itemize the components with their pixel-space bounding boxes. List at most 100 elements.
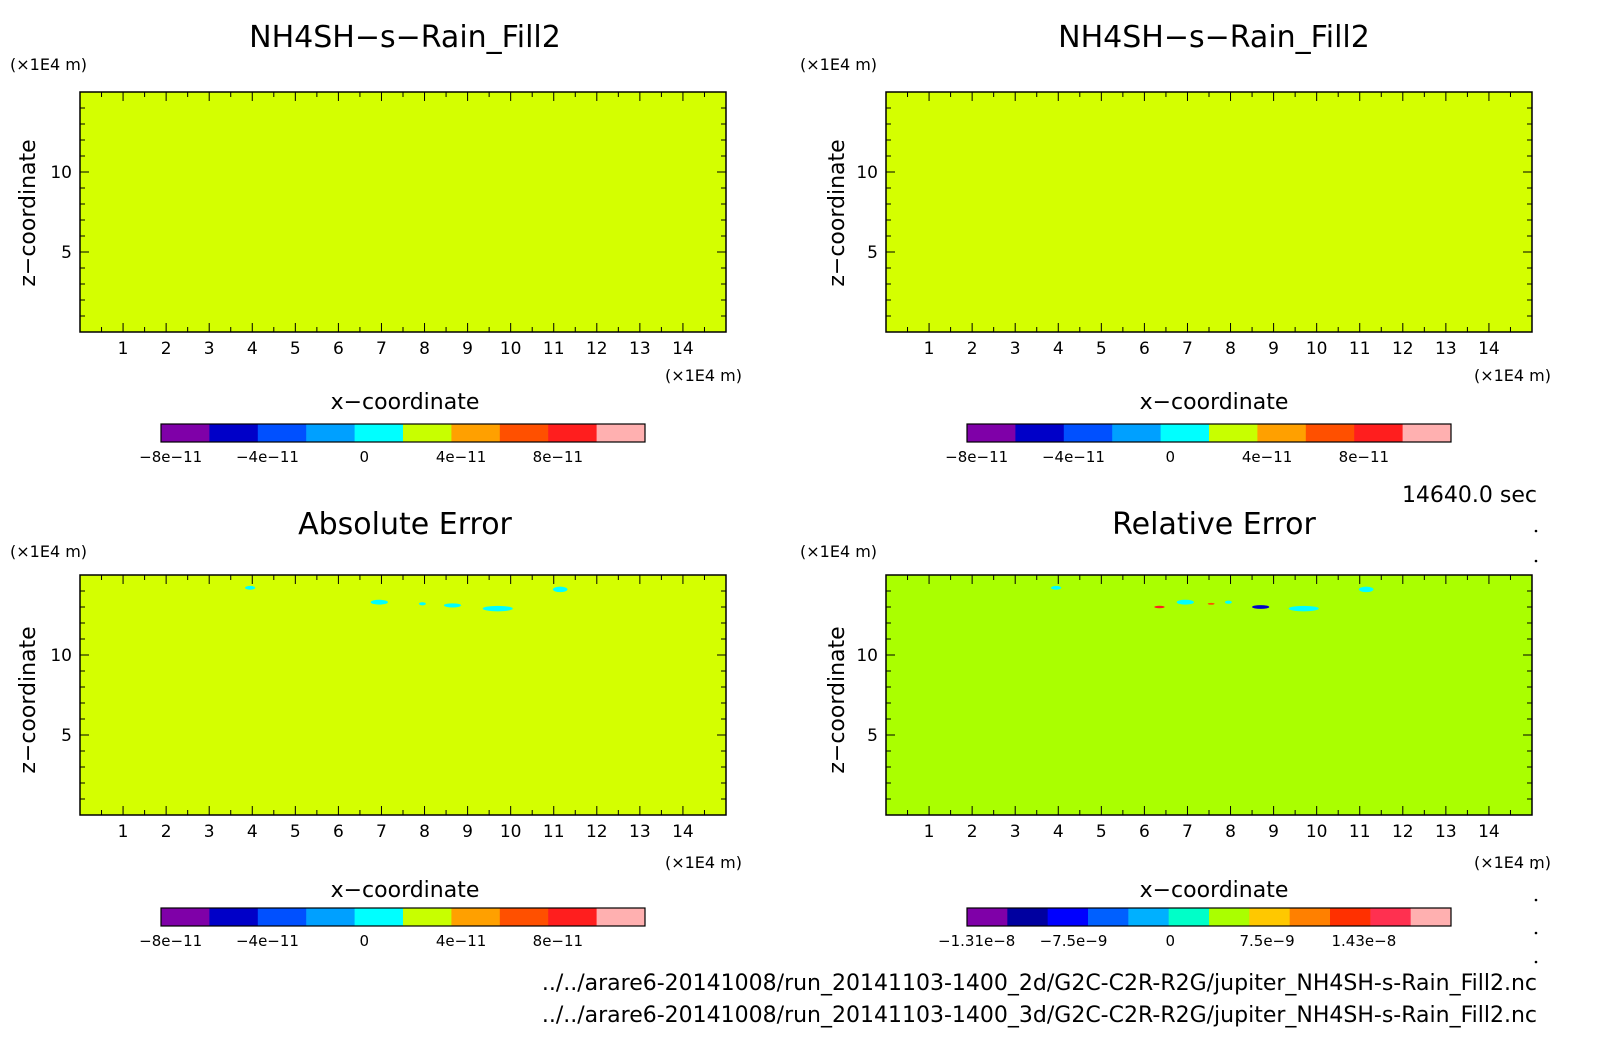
contour-blob (482, 605, 513, 612)
y-unit-label: (×1E4 m) (800, 55, 877, 74)
x-tick-label: 13 (1435, 822, 1457, 842)
z-tick-label: 10 (856, 646, 878, 666)
colorbar-segment (403, 908, 452, 926)
contour-blob (1154, 605, 1165, 609)
colorbar-label: −4e−11 (236, 932, 299, 950)
field-fill (886, 92, 1532, 332)
x-tick-label: 3 (204, 822, 215, 842)
x-tick-label: 2 (161, 822, 172, 842)
x-tick-label: 9 (1268, 822, 1279, 842)
field-fill (80, 92, 726, 332)
edge-dot (1534, 866, 1538, 870)
colorbar-segment (451, 908, 501, 926)
x-tick-label: 8 (419, 339, 430, 359)
x-unit-label: (×1E4 m) (665, 366, 742, 385)
file-path-3d: ../../arare6-20141008/run_20141103-1400_… (542, 1003, 1537, 1028)
x-tick-label: 10 (1306, 339, 1328, 359)
x-axis-label: x−coordinate (331, 390, 480, 415)
colorbar-segment (209, 424, 259, 442)
colorbar-segment (1209, 908, 1250, 926)
y-axis-label: z−coordinate (16, 139, 41, 286)
z-tick-label: 5 (61, 726, 72, 746)
x-axis-label: x−coordinate (331, 878, 480, 903)
contour-blob (244, 585, 256, 590)
x-tick-label: 13 (1435, 339, 1457, 359)
colorbar-segment (1249, 908, 1291, 926)
x-tick-label: 10 (1306, 822, 1328, 842)
colorbar-segment (548, 424, 598, 442)
x-tick-label: 1 (118, 822, 129, 842)
panel-top-left: NH4SH−s−Rain_Fill2 (×1E4 m) 1 2 3 4 5 6 7 8 9 10 1… (10, 20, 742, 466)
colorbar-label: 4e−11 (1242, 448, 1292, 466)
x-tick-label: 7 (1182, 339, 1193, 359)
x-tick-label: 13 (629, 339, 651, 359)
x-tick-label: 2 (161, 339, 172, 359)
colorbar-label: 4e−11 (436, 932, 486, 950)
colorbar-label: 0 (360, 932, 370, 950)
field-fill (80, 575, 726, 815)
colorbar-segment (499, 424, 549, 442)
x-tick-label: 1 (924, 339, 935, 359)
x-tick-label: 9 (462, 822, 473, 842)
colorbar-segment (1112, 424, 1162, 442)
x-tick-label: 1 (118, 339, 129, 359)
colorbar-segment (209, 908, 259, 926)
y-axis-label: z−coordinate (825, 139, 850, 286)
panel-title: Absolute Error (298, 507, 512, 542)
x-tick-label: 11 (543, 822, 565, 842)
panel-title: NH4SH−s−Rain_Fill2 (1058, 20, 1370, 55)
x-tick-label: 7 (376, 822, 387, 842)
edge-dots (1534, 529, 1538, 964)
colorbar-segment (499, 908, 549, 926)
x-tick-label: 12 (1392, 822, 1414, 842)
x-tick-label: 14 (1478, 822, 1500, 842)
x-tick-label: 6 (1139, 822, 1150, 842)
edge-dot (1534, 529, 1538, 533)
colorbar-label: 1.43e−8 (1332, 932, 1397, 950)
x-tick-label: 14 (1478, 339, 1500, 359)
y-unit-label: (×1E4 m) (10, 542, 87, 561)
colorbar-label: −4e−11 (1042, 448, 1105, 466)
colorbar-label: −8e−11 (945, 448, 1008, 466)
x-tick-label: 6 (333, 339, 344, 359)
colorbar-segment (1047, 908, 1089, 926)
colorbar-frame (160, 907, 646, 927)
colorbar-segment (306, 908, 356, 926)
z-tick-label: 10 (50, 646, 72, 666)
colorbar-label: 0 (360, 448, 370, 466)
colorbar-segment (161, 908, 210, 926)
x-tick-label: 5 (290, 822, 301, 842)
colorbar-frame (966, 907, 1452, 927)
y-unit-label: (×1E4 m) (10, 55, 87, 74)
colorbar-segment (1330, 908, 1371, 926)
panel-title: NH4SH−s−Rain_Fill2 (249, 20, 561, 55)
contour-blob (1050, 585, 1062, 590)
z-tick-label: 10 (50, 163, 72, 183)
colorbar-segment (1015, 424, 1065, 442)
colorbar-frame (160, 423, 646, 443)
colorbar-segment (257, 908, 307, 926)
colorbar-segment (1209, 424, 1258, 442)
colorbar-segment (1128, 908, 1170, 926)
x-tick-label: 3 (1010, 339, 1021, 359)
colorbar-label: 8e−11 (1339, 448, 1389, 466)
x-tick-label: 8 (1225, 339, 1236, 359)
y-unit-label: (×1E4 m) (800, 542, 877, 561)
x-tick-label: 9 (462, 339, 473, 359)
x-tick-label: 3 (204, 339, 215, 359)
colorbar-segment (1410, 908, 1452, 926)
colorbar-label: 4e−11 (436, 448, 486, 466)
contour-blob (1288, 605, 1319, 612)
colorbar-segment (403, 424, 452, 442)
colorbar-label: −4e−11 (236, 448, 299, 466)
z-tick-label: 10 (856, 163, 878, 183)
colorbar-segment (354, 424, 404, 442)
x-tick-label: 12 (586, 822, 608, 842)
x-tick-label: 6 (1139, 339, 1150, 359)
edge-dot (1534, 960, 1538, 964)
colorbar-label: 8e−11 (533, 932, 583, 950)
colorbar-segment (967, 908, 1008, 926)
